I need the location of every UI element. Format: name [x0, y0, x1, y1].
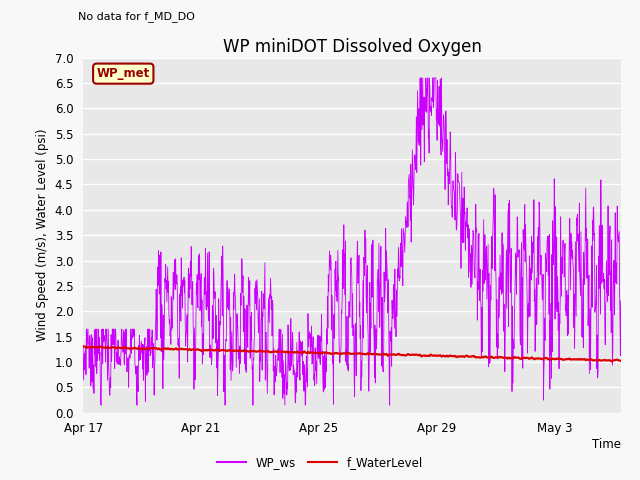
Legend: WP_ws, f_WaterLevel: WP_ws, f_WaterLevel	[212, 452, 428, 474]
Y-axis label: Wind Speed (m/s), Water Level (psi): Wind Speed (m/s), Water Level (psi)	[36, 129, 49, 341]
Title: WP miniDOT Dissolved Oxygen: WP miniDOT Dissolved Oxygen	[223, 38, 481, 56]
Text: Time: Time	[592, 438, 621, 451]
Text: WP_met: WP_met	[97, 67, 150, 80]
Text: No data for f_MD_DO: No data for f_MD_DO	[78, 11, 195, 22]
